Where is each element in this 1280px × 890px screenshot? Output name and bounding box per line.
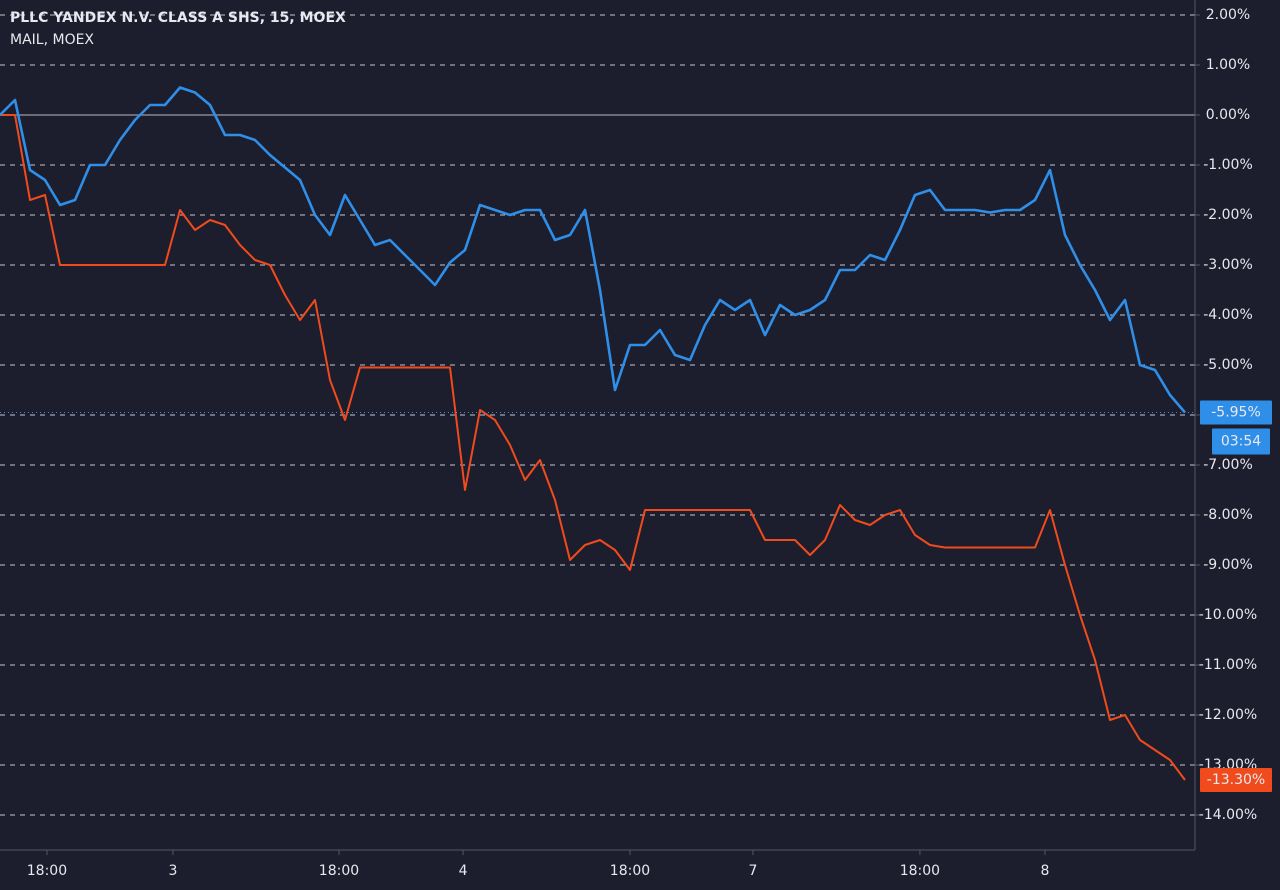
y-tick-label: 0.00% [1206,107,1250,123]
y-tick-label: -14.00% [1199,807,1257,823]
last-value-badge [1200,400,1272,425]
series-line [0,114,1186,781]
series-line [0,86,1186,414]
x-tick-label: 8 [1041,863,1050,879]
chart-subtitle: MAIL, MOEX [10,32,94,48]
chart-title: PLLC YANDEX N.V. CLASS A SHS, 15, MOEX [10,10,346,26]
y-tick-label: 1.00% [1206,57,1250,73]
x-tick-label: 18:00 [900,863,940,879]
y-tick-label: -5.00% [1203,357,1253,373]
last-value-badge [1200,768,1272,792]
countdown-label: 03:54 [1221,434,1261,450]
countdown-badge [1212,428,1270,455]
axis-labels: 2.00% 1.00% 0.00% -1.00% -2.00% -3.00% -4.00% -… [27,7,1272,879]
plot [0,86,1195,781]
y-tick-label: 2.00% [1206,7,1250,23]
x-tick-label: 7 [749,863,758,879]
y-tick-label: -11.00% [1199,657,1257,673]
y-tick-label: -4.00% [1203,307,1253,323]
x-tick-label: 4 [459,863,468,879]
y-tick-label: -3.00% [1203,257,1253,273]
y-tick-label: -9.00% [1203,557,1253,573]
x-tick-label: 18:00 [610,863,650,879]
x-tick-label: 3 [168,863,177,879]
x-tick-label: 18:00 [27,863,67,879]
x-tick-label: 18:00 [319,863,359,879]
y-tick-label: -10.00% [1199,607,1257,623]
y-tick-label: -1.00% [1203,157,1253,173]
y-tick-label: -8.00% [1203,507,1253,523]
last-value-label: -13.30% [1207,772,1265,788]
y-tick-label: -7.00% [1203,457,1253,473]
y-tick-label: -2.00% [1203,207,1253,223]
y-tick-label: -12.00% [1199,707,1257,723]
grid [0,14,1195,816]
last-value-label: -5.95% [1211,405,1261,421]
